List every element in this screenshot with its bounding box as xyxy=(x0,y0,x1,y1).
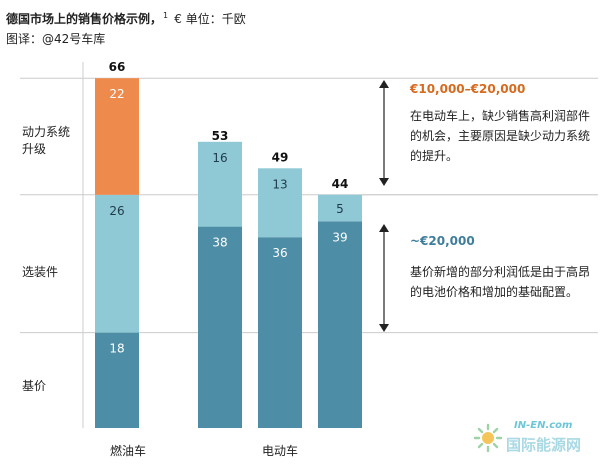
arrow-base-head-up xyxy=(379,224,389,232)
bar-2-label-base: 38 xyxy=(212,236,227,250)
row-label-powertrain: 动力系统升级 xyxy=(22,125,71,156)
title-superscript: 1 xyxy=(163,11,169,20)
annotation-heading-upgrade: €10,000–€20,000 xyxy=(410,82,526,96)
bar-2-total: 53 xyxy=(212,129,229,143)
source-credit: 图译：@42号车库 xyxy=(6,32,106,46)
bar-2-label-options: 16 xyxy=(212,151,227,165)
bar-4-label-options: 5 xyxy=(336,202,344,216)
annotation-body-base: 基价新增的部分利润低是由于高昂的电池价格和增加的基础配置。 xyxy=(410,265,591,299)
bar-1-segment-options xyxy=(95,194,139,333)
bar-2-segment-base xyxy=(198,226,242,428)
row-label-base: 基价 xyxy=(22,379,47,393)
category-label-ev: 电动车 xyxy=(262,444,299,458)
title-text: 德国市场上的销售价格示例， xyxy=(6,12,163,26)
sun-logo-icon xyxy=(473,423,503,453)
bar-4-segment-base xyxy=(318,221,362,428)
bar-3-segment-options xyxy=(258,168,302,238)
chart-title: 德国市场上的销售价格示例，1 € 单位：千欧 xyxy=(6,10,246,27)
bar-3-label-options: 13 xyxy=(272,177,287,191)
bar-4-total: 44 xyxy=(332,177,349,191)
unit-text: € 单位：千欧 xyxy=(174,12,246,26)
bar-1-label-options: 26 xyxy=(109,204,124,218)
arrow-upgrade-head-down xyxy=(379,178,389,186)
arrow-base-head-down xyxy=(379,324,389,332)
arrow-upgrade-head-up xyxy=(379,80,389,88)
category-label-ice: 燃油车 xyxy=(110,444,147,458)
bar-1-segment-powertrain xyxy=(95,78,139,195)
annotation-body-upgrade: 在电动车上，缺少销售高利润部件的机会，主要原因是缺少动力系统的提升。 xyxy=(410,109,591,163)
bar-1-segment-base xyxy=(95,332,139,428)
bar-2-segment-options xyxy=(198,141,242,227)
watermark-logo: IN-EN.com 国际能源网 xyxy=(466,418,586,462)
watermark-site: IN-EN.com xyxy=(514,420,573,431)
row-label-options: 选装件 xyxy=(22,265,59,279)
bar-4-label-base: 39 xyxy=(332,230,347,244)
bar-1-label-base: 18 xyxy=(109,342,124,356)
bar-1-total: 66 xyxy=(109,60,126,74)
bar-1-label-powertrain: 22 xyxy=(109,87,124,101)
bar-3-label-base: 36 xyxy=(272,246,287,260)
watermark-name: 国际能源网 xyxy=(506,436,582,454)
bar-3-segment-base xyxy=(258,237,302,428)
bar-3-total: 49 xyxy=(272,150,289,164)
annotation-heading-base: ~€20,000 xyxy=(410,234,475,248)
bar-4-segment-options xyxy=(318,194,362,222)
